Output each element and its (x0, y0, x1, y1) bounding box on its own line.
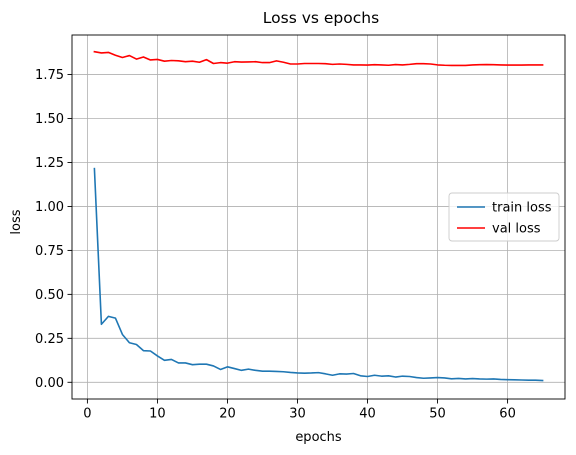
y-tick-label: 1.50 (35, 112, 64, 127)
series-line-1 (93, 50, 544, 67)
y-tick-label: 1.00 (35, 200, 64, 215)
legend-label-0: train loss (492, 201, 552, 216)
x-axis-title: epochs (295, 430, 342, 445)
y-axis-title: loss (9, 209, 24, 234)
y-tick-label: 0.75 (35, 244, 64, 259)
x-tick-label: 40 (359, 407, 376, 422)
gridlines (72, 35, 565, 399)
y-tick-label: 1.25 (35, 156, 64, 171)
x-tick-label: 20 (219, 407, 236, 422)
plot-frame (71, 34, 566, 400)
x-tick-label: 10 (149, 407, 166, 422)
y-tick-label: 0.25 (35, 332, 64, 347)
series-lines (93, 50, 544, 382)
legend-label-1: val loss (492, 222, 541, 237)
legend: train loss val loss (448, 192, 560, 242)
y-tick-label: 0.00 (35, 376, 64, 391)
chart-title: Loss vs epochs (263, 9, 379, 27)
x-tick-label: 30 (289, 407, 306, 422)
x-tick-label: 0 (83, 407, 91, 422)
y-tick-label: 0.50 (35, 288, 64, 303)
x-tick-label: 60 (499, 407, 516, 422)
x-tick-label: 50 (429, 407, 446, 422)
series-line-0 (93, 167, 544, 382)
y-tick-label: 1.75 (35, 68, 64, 83)
legend-box (448, 192, 560, 242)
